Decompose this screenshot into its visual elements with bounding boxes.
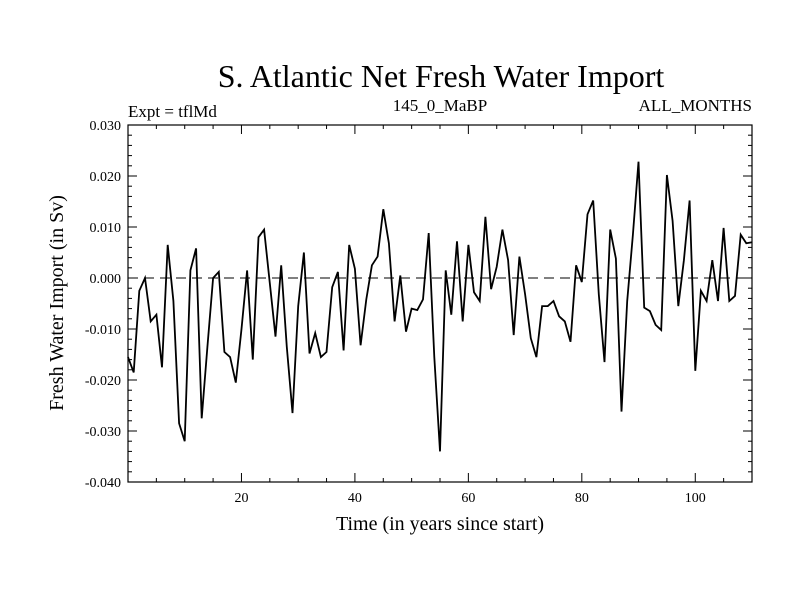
y-tick-label: -0.040: [85, 476, 121, 491]
months-label: ALL_MONTHS: [639, 96, 752, 115]
x-tick-label: 60: [461, 491, 475, 506]
y-tick-label: 0.000: [90, 272, 122, 287]
y-tick-label: -0.020: [85, 374, 121, 389]
x-tick-label: 80: [575, 491, 589, 506]
y-tick-label: -0.010: [85, 323, 121, 338]
y-axis-label: Fresh Water Import (in Sv): [46, 195, 68, 411]
x-tick-label: 100: [685, 491, 706, 506]
period-label: 145_0_MaBP: [393, 96, 487, 115]
x-tick-label: 20: [234, 491, 248, 506]
x-axis-label: Time (in years since start): [336, 513, 544, 535]
y-tick-label: 0.020: [90, 170, 122, 185]
experiment-label: Expt = tflMd: [128, 102, 217, 121]
chart-title: S. Atlantic Net Fresh Water Import: [218, 58, 665, 94]
y-tick-label: -0.030: [85, 425, 121, 440]
y-tick-label: 0.030: [90, 119, 122, 134]
y-tick-label: 0.010: [90, 221, 122, 236]
plot-frame: [127, 124, 753, 483]
data-series-line: [127, 161, 753, 452]
x-tick-label: 40: [348, 491, 362, 506]
